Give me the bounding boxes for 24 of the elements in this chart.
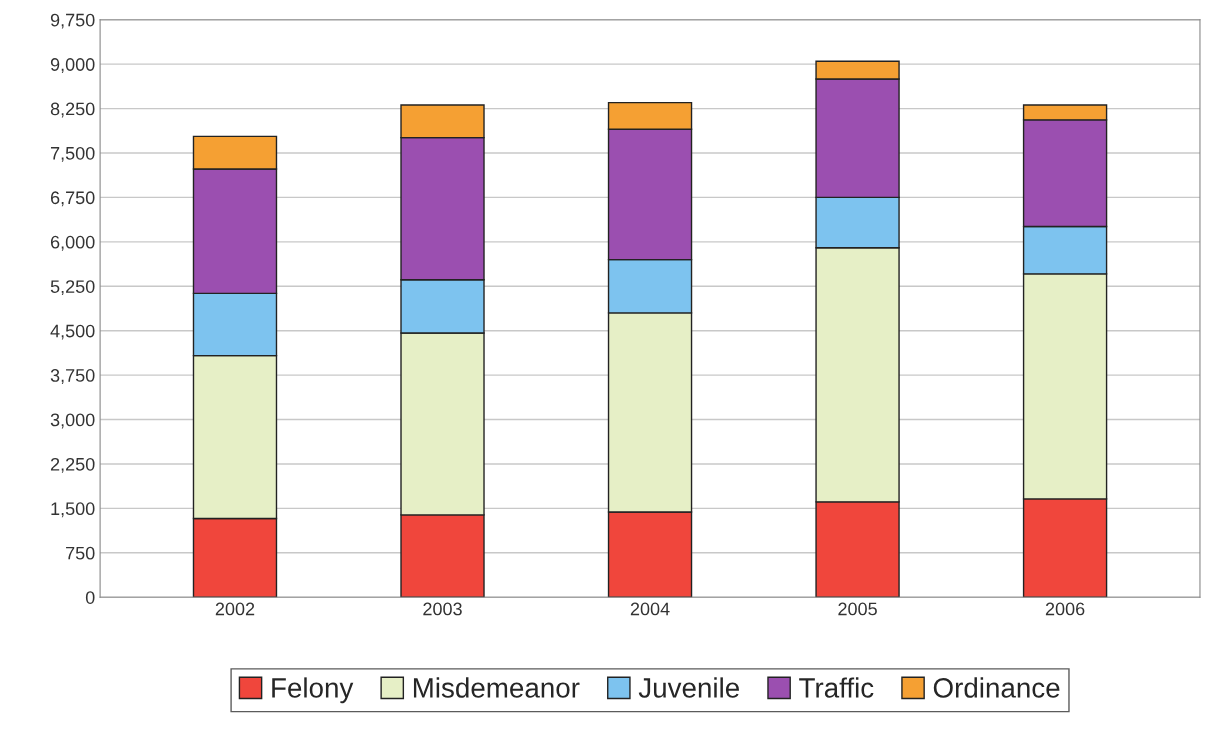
legend-label: Felony xyxy=(272,677,354,704)
y-tick-label: 8,250 xyxy=(50,102,95,118)
legend-label: Ordinance xyxy=(933,677,1060,698)
x-tick-label: 2006 xyxy=(1045,602,1085,616)
y-tick-label: 6,750 xyxy=(50,191,95,207)
x-tick-label: 2002 xyxy=(215,602,255,616)
y-tick-label: 9,000 xyxy=(50,58,95,74)
y-tick-label: 3,750 xyxy=(50,369,95,384)
x-tick-label: 2004 xyxy=(630,602,670,616)
legend-label: Misdemeanor xyxy=(413,677,580,698)
y-tick-label: 6,000 xyxy=(50,235,95,251)
x-tick-label: 2005 xyxy=(838,602,877,616)
y-tick-label: 0 xyxy=(85,591,95,604)
legend-label: Traffic xyxy=(799,677,874,698)
y-tick-label: 2,250 xyxy=(50,457,95,473)
y-tick-label: 4,500 xyxy=(50,324,95,340)
y-tick-label: 3,000 xyxy=(50,413,95,429)
y-tick-label: 5,250 xyxy=(50,280,95,296)
x-tick-label: 2003 xyxy=(423,602,462,616)
y-tick-label: 1,500 xyxy=(51,502,95,518)
y-tick-label: 750 xyxy=(66,546,95,560)
legend-label: Juvenile xyxy=(638,677,739,698)
y-tick-label: 7,500 xyxy=(50,146,95,162)
y-tick-label: 9,750 xyxy=(50,13,95,29)
